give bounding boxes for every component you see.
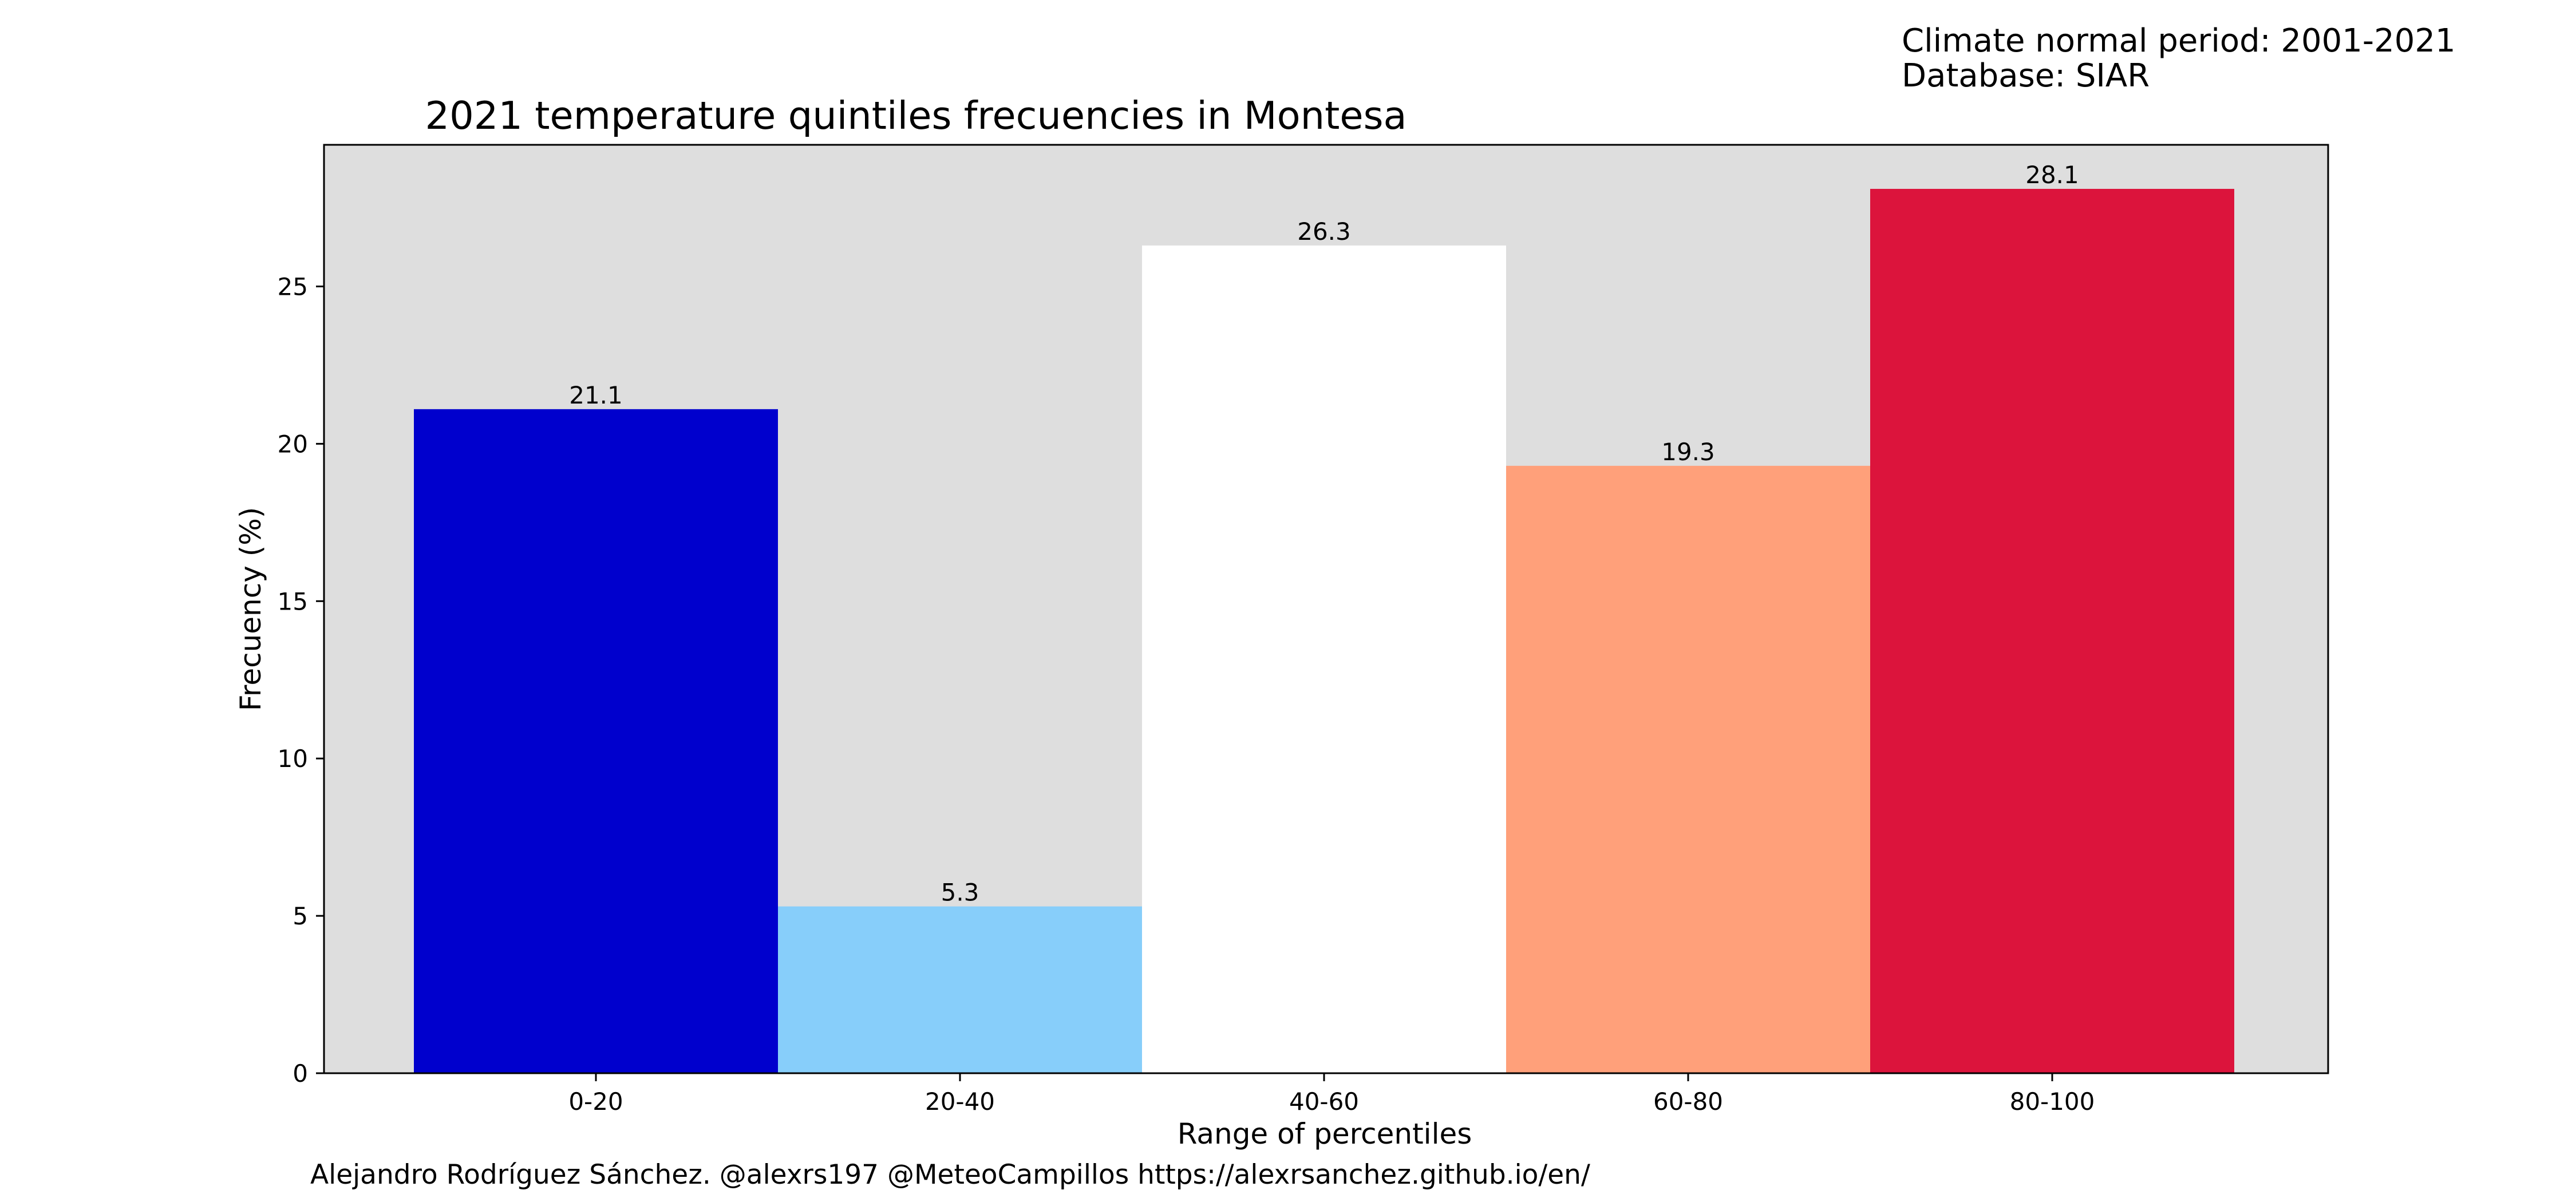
x-axis: 0-20 20-40 40-60 60-80 80-100 xyxy=(568,1073,2095,1116)
x-tick-label-0-20: 0-20 xyxy=(568,1088,623,1116)
chart-title: 2021 temperature quintiles frecuencies i… xyxy=(425,93,1406,138)
y-tick-label-15: 15 xyxy=(278,587,308,615)
plot-frame xyxy=(323,144,2329,1074)
bar-40-60 xyxy=(1142,245,1506,1073)
x-tick-label-60-80: 60-80 xyxy=(1653,1088,1723,1116)
y-tick-label-25: 25 xyxy=(278,272,308,300)
x-tick-label-20-40: 20-40 xyxy=(925,1088,995,1116)
data-labels-group: 21.1 5.3 26.3 19.3 28.1 xyxy=(569,161,2079,907)
climate-period-text: Climate normal period: 2001-2021 xyxy=(1902,22,2456,60)
bars-group xyxy=(414,188,2234,1073)
y-tick-label-10: 10 xyxy=(278,745,308,773)
bar-60-80 xyxy=(1506,465,1870,1073)
data-label-0-20: 21.1 xyxy=(569,381,623,409)
data-label-80-100: 28.1 xyxy=(2025,161,2079,189)
x-tick-label-40-60: 40-60 xyxy=(1289,1088,1359,1116)
bar-0-20 xyxy=(414,409,778,1073)
y-tick-label-5: 5 xyxy=(293,902,308,930)
data-label-40-60: 26.3 xyxy=(1297,218,1351,246)
y-tick-label-20: 20 xyxy=(278,430,308,458)
bar-80-100 xyxy=(1870,188,2234,1073)
x-tick-label-80-100: 80-100 xyxy=(2010,1088,2095,1116)
data-label-60-80: 19.3 xyxy=(1661,438,1715,466)
bar-20-40 xyxy=(778,906,1142,1073)
x-axis-label: Range of percentiles xyxy=(1178,1117,1472,1150)
y-axis-label: Frecuency (%) xyxy=(234,507,267,711)
data-label-20-40: 5.3 xyxy=(941,879,979,907)
y-tick-label-0: 0 xyxy=(293,1059,308,1088)
footer-credit: Alejandro Rodríguez Sánchez. @alexrs197 … xyxy=(310,1159,1590,1191)
database-text: Database: SIAR xyxy=(1902,57,2150,94)
y-axis: 0 5 10 15 20 25 xyxy=(278,272,324,1088)
